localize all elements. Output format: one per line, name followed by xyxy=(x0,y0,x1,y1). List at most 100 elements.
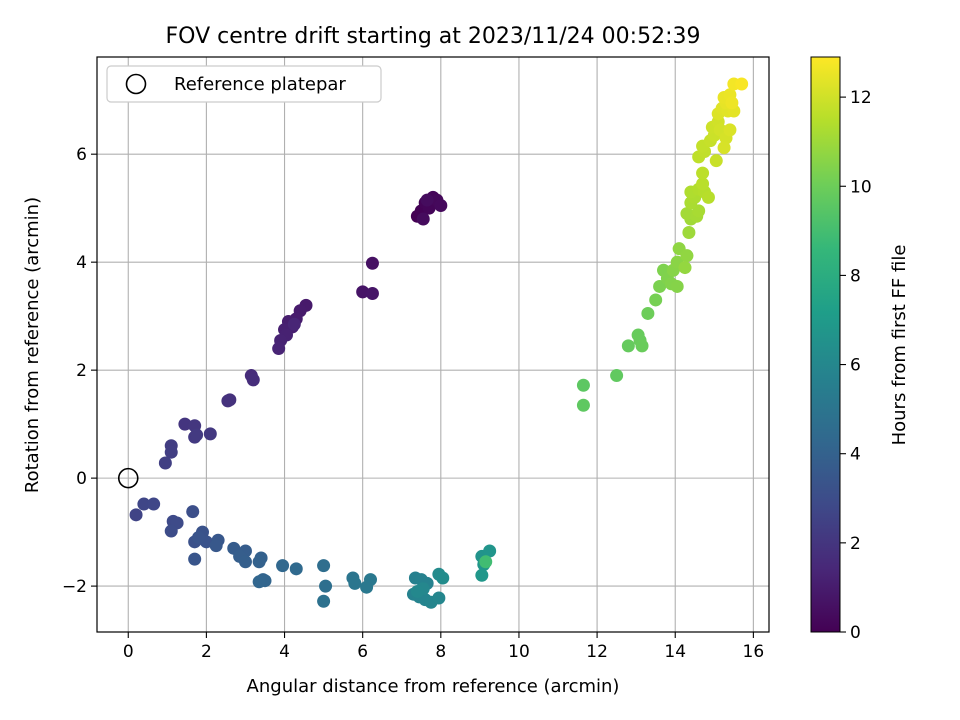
x-tick-label: 4 xyxy=(279,642,290,662)
colorbar-label: Hours from first FF file xyxy=(889,245,910,446)
data-point xyxy=(696,166,710,180)
data-point xyxy=(192,531,206,545)
data-point xyxy=(178,417,192,431)
data-point xyxy=(365,286,379,300)
data-point xyxy=(678,261,692,275)
data-point xyxy=(621,339,635,353)
data-point xyxy=(246,373,260,387)
data-point xyxy=(653,279,667,293)
data-point xyxy=(436,571,450,585)
data-point xyxy=(641,306,655,320)
x-axis-label: Angular distance from reference (arcmin) xyxy=(247,676,620,697)
data-point xyxy=(692,204,706,218)
colorbar: 0 2 4 6 8 10 12 Hours from first FF file xyxy=(810,56,910,643)
y-axis-label: Rotation from reference (arcmin) xyxy=(22,197,43,493)
data-point xyxy=(635,339,649,353)
colorbar-tick-label: 10 xyxy=(850,177,872,197)
data-point xyxy=(735,77,749,91)
data-point xyxy=(238,555,252,569)
data-point xyxy=(164,445,178,459)
x-tick-label: 14 xyxy=(664,642,686,662)
colorbar-tick-label: 0 xyxy=(850,623,861,643)
data-point xyxy=(680,207,694,221)
data-point xyxy=(410,585,424,599)
x-tick-label: 16 xyxy=(743,642,765,662)
data-point xyxy=(416,212,430,226)
data-point xyxy=(317,559,331,573)
data-point xyxy=(137,497,151,511)
plot-frame xyxy=(96,56,770,633)
y-tick-label: 2 xyxy=(76,361,87,381)
x-tick-label: 8 xyxy=(435,642,446,662)
data-point xyxy=(701,190,715,204)
data-point xyxy=(252,555,266,569)
chart-title: FOV centre drift starting at 2023/11/24 … xyxy=(166,24,701,49)
colorbar-tick-label: 4 xyxy=(850,445,861,465)
reference-platepar-marker xyxy=(117,467,139,489)
data-point xyxy=(348,576,362,590)
data-point xyxy=(276,559,290,573)
data-points xyxy=(129,77,749,609)
x-tick-label: 10 xyxy=(508,642,530,662)
data-point xyxy=(696,177,710,191)
legend-box xyxy=(106,65,382,103)
x-tick-label: 6 xyxy=(357,642,368,662)
x-tick-label: 2 xyxy=(201,642,212,662)
data-point xyxy=(420,193,434,207)
data-point xyxy=(682,225,696,239)
data-point xyxy=(188,552,202,566)
legend-marker-icon xyxy=(125,73,147,95)
data-point xyxy=(164,524,178,538)
data-point xyxy=(725,96,739,110)
data-point xyxy=(432,591,446,605)
data-point xyxy=(287,317,301,331)
colorbar-tick-label: 12 xyxy=(850,88,872,108)
data-point xyxy=(360,580,374,594)
y-tick-label: 0 xyxy=(76,469,87,489)
data-point xyxy=(356,285,370,299)
y-axis-ticks: −2 0 2 4 6 xyxy=(62,145,97,597)
data-point xyxy=(158,456,172,470)
y-tick-label: 6 xyxy=(76,145,87,165)
data-point xyxy=(680,249,694,263)
x-tick-label: 12 xyxy=(586,642,608,662)
data-point xyxy=(319,579,333,593)
data-point xyxy=(475,568,489,582)
legend: Reference platepar xyxy=(106,65,382,103)
y-tick-label: −2 xyxy=(62,577,87,597)
legend-entry-label: Reference platepar xyxy=(174,74,346,95)
data-point xyxy=(203,427,217,441)
data-point xyxy=(649,293,663,307)
data-point xyxy=(129,508,143,522)
x-tick-label: 0 xyxy=(123,642,134,662)
data-point xyxy=(479,555,493,569)
colorbar-tick-label: 8 xyxy=(850,266,861,286)
colorbar-ticks: 0 2 4 6 8 10 12 xyxy=(840,88,872,643)
data-point xyxy=(272,342,286,356)
data-point xyxy=(723,123,737,137)
data-point xyxy=(317,594,331,608)
data-point xyxy=(365,256,379,270)
data-point xyxy=(709,154,723,168)
grid-lines xyxy=(97,57,769,632)
data-point xyxy=(209,539,223,553)
data-point xyxy=(717,141,731,155)
data-point xyxy=(483,544,497,558)
colorbar-tick-label: 2 xyxy=(850,534,861,554)
colorbar-gradient xyxy=(810,56,841,633)
data-point xyxy=(252,575,266,589)
data-point xyxy=(576,398,590,412)
data-point xyxy=(186,505,200,519)
y-tick-label: 4 xyxy=(76,253,87,273)
data-point xyxy=(289,562,303,576)
data-point xyxy=(610,369,624,383)
data-point xyxy=(147,497,161,511)
data-point xyxy=(434,198,448,212)
x-axis-ticks: 0 2 4 6 8 10 12 14 16 xyxy=(123,632,764,662)
data-point xyxy=(190,428,204,442)
data-point xyxy=(670,279,684,293)
colorbar-tick-label: 6 xyxy=(850,356,861,376)
data-point xyxy=(576,378,590,392)
data-point xyxy=(221,394,235,408)
